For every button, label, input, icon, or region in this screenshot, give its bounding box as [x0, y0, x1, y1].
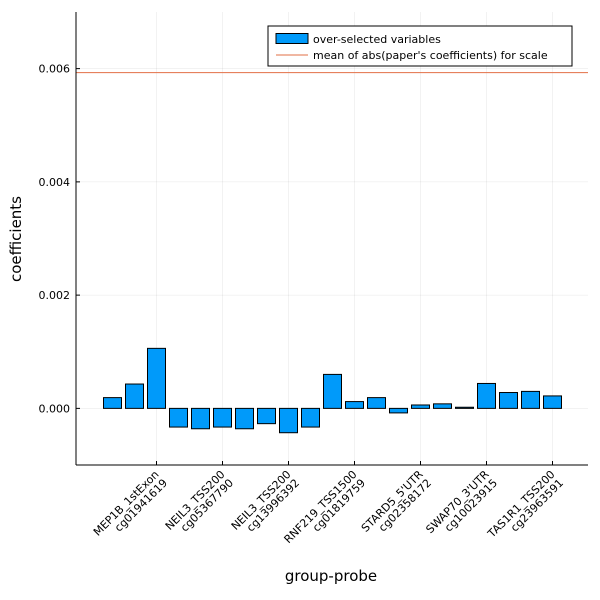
bar: [103, 397, 122, 409]
bar: [301, 407, 320, 428]
bar: [323, 373, 342, 409]
bar: [543, 395, 562, 409]
bar: [235, 407, 254, 430]
bar: [213, 407, 232, 428]
y-tick-label: 0.000: [39, 402, 71, 415]
bar: [521, 390, 540, 409]
bar: [191, 407, 210, 430]
bar: [477, 382, 496, 409]
bar: [389, 407, 408, 414]
y-tick-label: 0.002: [39, 289, 71, 302]
bar: [345, 401, 364, 409]
y-tick-label: 0.004: [39, 176, 71, 189]
bar: [147, 347, 166, 409]
legend-label-line: mean of abs(paper's coefficients) for sc…: [313, 49, 548, 62]
bar: [433, 403, 452, 409]
legend: over-selected variables mean of abs(pape…: [267, 25, 573, 67]
legend-swatch-bars: [275, 33, 309, 44]
y-axis-title: coefficients: [7, 196, 25, 282]
bar: [499, 392, 518, 409]
legend-label-bars: over-selected variables: [313, 33, 441, 46]
x-ticks: MEP1B_1stExoncg01941619NEIL3_TSS200cg053…: [91, 461, 566, 546]
bar: [279, 407, 298, 434]
legend-box: [267, 25, 573, 67]
bars: [103, 347, 562, 434]
y-tick-label: 0.006: [39, 63, 71, 76]
bar: [455, 406, 474, 409]
bar: [169, 407, 188, 428]
x-axis-title: group-probe: [285, 567, 377, 585]
bar: [125, 383, 144, 409]
bar: [257, 407, 276, 425]
bar: [367, 397, 386, 409]
y-ticks: 0.000 0.002 0.004 0.006: [39, 63, 80, 415]
bar: [411, 404, 430, 409]
axes: [75, 12, 588, 466]
